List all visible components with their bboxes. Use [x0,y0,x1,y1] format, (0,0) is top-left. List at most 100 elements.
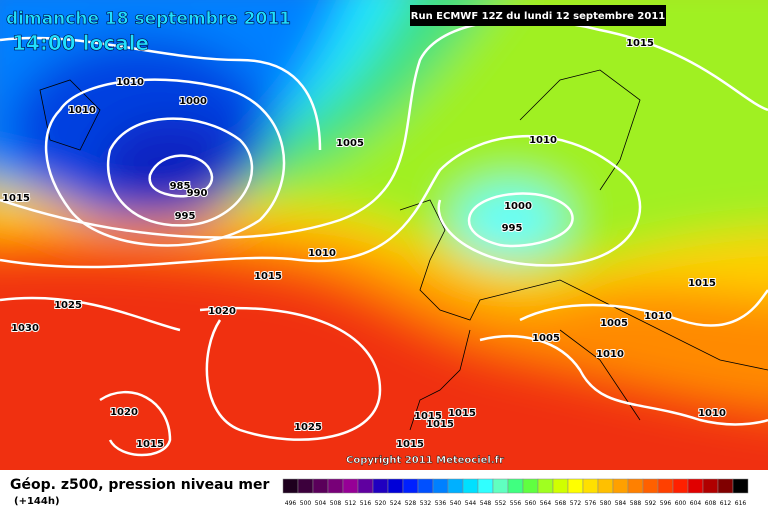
legend-label: 500 [300,500,312,507]
color-legend: 496 500 504 508 512 516 520 524 528 532 536 540 544 5… [282,478,749,507]
legend-swatch [582,478,599,494]
isobar-label: 1015 [626,38,654,49]
isobar-label: 995 [502,223,523,234]
isobar-label: 1010 [116,77,144,88]
footer-title: Géop. z500, pression niveau mer [10,477,269,493]
legend-swatch [642,478,659,494]
legend-label: 608 [705,500,717,507]
legend-label: 520 [375,500,387,507]
isobar-label: 1000 [179,96,207,107]
isobar-label: 1015 [688,278,716,289]
legend-swatch [657,478,674,494]
legend-swatch [312,478,329,494]
legend-label: 552 [495,500,507,507]
isobar-label: 1010 [68,105,96,116]
legend-swatch [402,478,419,494]
legend-swatch [732,478,749,494]
legend-swatch [417,478,434,494]
isobar-label: 1020 [110,407,138,418]
legend-label: 524 [390,500,402,507]
legend-label: 548 [480,500,492,507]
legend-swatch [627,478,644,494]
legend-label: 544 [465,500,477,507]
legend-label: 580 [600,500,612,507]
isobar-label: 1015 [2,193,30,204]
isobar-label: 1005 [532,333,560,344]
legend-swatch [507,478,524,494]
legend-swatch [387,478,404,494]
legend-label: 576 [585,500,597,507]
isobar-label: 1025 [294,422,322,433]
legend-swatch [717,478,734,494]
legend-swatch [492,478,509,494]
run-info: Run ECMWF 12Z du lundi 12 septembre 2011 [411,11,666,22]
legend-swatch [477,478,494,494]
legend-swatch [327,478,344,494]
isobar-label: 1005 [336,138,364,149]
isobar-label: 1015 [426,419,454,430]
legend-swatch [447,478,464,494]
legend-swatch [522,478,539,494]
legend-label: 588 [630,500,642,507]
legend-swatch [567,478,584,494]
isobar-label: 1010 [596,349,624,360]
isobar-label: 1015 [136,439,164,450]
legend-label: 572 [570,500,582,507]
legend-swatch [597,478,614,494]
footer-lead: (+144h) [14,496,60,507]
legend-label: 560 [525,500,537,507]
isobar-label: 1015 [448,408,476,419]
isobar-label: 1010 [308,248,336,259]
legend-swatch [357,478,374,494]
field [0,0,768,470]
legend-swatch [687,478,704,494]
isobar-label: 1005 [600,318,628,329]
legend-label: 612 [720,500,732,507]
isobars [0,18,768,457]
isobar-label: 1030 [11,323,39,334]
legend-label: 584 [615,500,627,507]
legend-swatch [432,478,449,494]
isobar-label: 1000 [504,201,532,212]
isobar-label: 995 [175,211,196,222]
isobar-label: 1015 [254,271,282,282]
legend-label: 556 [510,500,522,507]
legend-label: 600 [675,500,687,507]
legend-label: 592 [645,500,657,507]
legend-label: 532 [420,500,432,507]
date-title: dimanche 18 septembre 2011 [6,9,291,29]
legend-swatch [282,478,299,494]
run-box [410,5,666,26]
copyright: Copyright 2011 Meteociel.fr [346,455,504,466]
isobar-label: 1010 [529,135,557,146]
legend-label: 528 [405,500,417,507]
legend-label: 496 [285,500,297,507]
legend-label: 508 [330,500,342,507]
isobar-label: 985 [170,181,191,192]
legend-label: 616 [735,500,747,507]
legend-label: 512 [345,500,357,507]
legend-label: 536 [435,500,447,507]
isobar-label: 1015 [396,439,424,450]
isobar-label: 1025 [54,300,82,311]
legend-swatch [462,478,479,494]
legend-swatch [552,478,569,494]
legend-label: 540 [450,500,462,507]
legend-swatch [612,478,629,494]
isobar-label: 1010 [698,408,726,419]
legend-swatch [372,478,389,494]
isobar-labels: 1015 1010 1010 1000 1005 1010 985 990 99… [1,37,727,451]
legend-label: 516 [360,500,372,507]
legend-swatch [672,478,689,494]
legend-label: 504 [315,500,327,507]
legend-label: 604 [690,500,702,507]
isobar-label: 990 [187,188,208,199]
legend-label: 596 [660,500,672,507]
isobar-label: 1010 [644,311,672,322]
legend-swatch [342,478,359,494]
legend-label: 564 [540,500,552,507]
isobar-label: 1020 [208,306,236,317]
legend-label: 568 [555,500,567,507]
